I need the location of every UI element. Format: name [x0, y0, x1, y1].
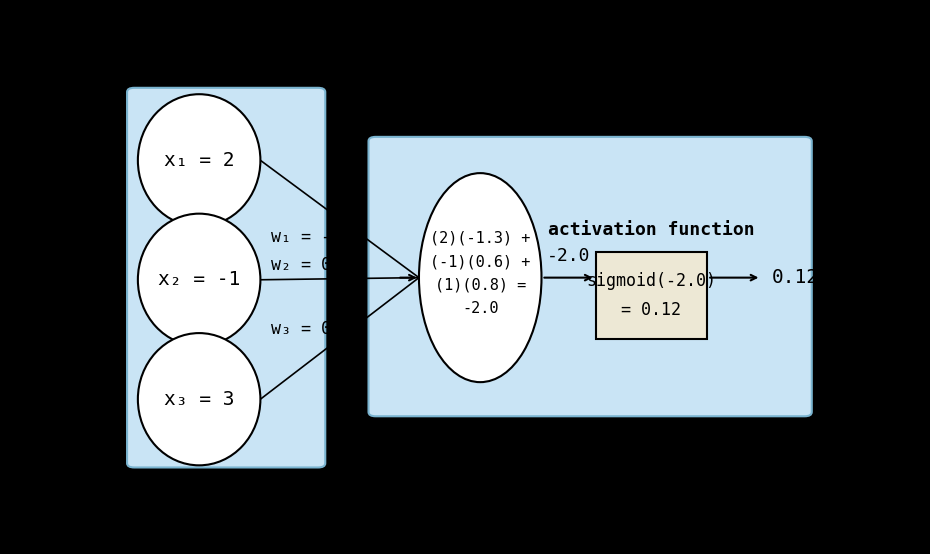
Text: activation function: activation function [548, 221, 755, 239]
Ellipse shape [138, 214, 260, 346]
Text: (2)(-1.3) +
(-1)(0.6) +
(1)(0.8) =
-2.0: (2)(-1.3) + (-1)(0.6) + (1)(0.8) = -2.0 [430, 231, 530, 316]
FancyBboxPatch shape [127, 88, 326, 468]
Ellipse shape [138, 333, 260, 465]
Text: sigmoid(-2.0)
= 0.12: sigmoid(-2.0) = 0.12 [587, 272, 716, 319]
Text: -2.0: -2.0 [547, 247, 591, 265]
Ellipse shape [418, 173, 541, 382]
FancyBboxPatch shape [595, 252, 707, 340]
Text: x₂ = -1: x₂ = -1 [158, 270, 240, 289]
Text: w₃ = 0.4: w₃ = 0.4 [272, 320, 352, 338]
Text: x₁ = 2: x₁ = 2 [164, 151, 234, 170]
Text: 0.12: 0.12 [772, 268, 819, 287]
FancyBboxPatch shape [368, 137, 812, 416]
Ellipse shape [138, 94, 260, 227]
Text: x₃ = 3: x₃ = 3 [164, 389, 234, 409]
Text: w₂ = 0.6: w₂ = 0.6 [272, 256, 352, 274]
Text: w₁ = -1.3: w₁ = -1.3 [272, 228, 361, 246]
